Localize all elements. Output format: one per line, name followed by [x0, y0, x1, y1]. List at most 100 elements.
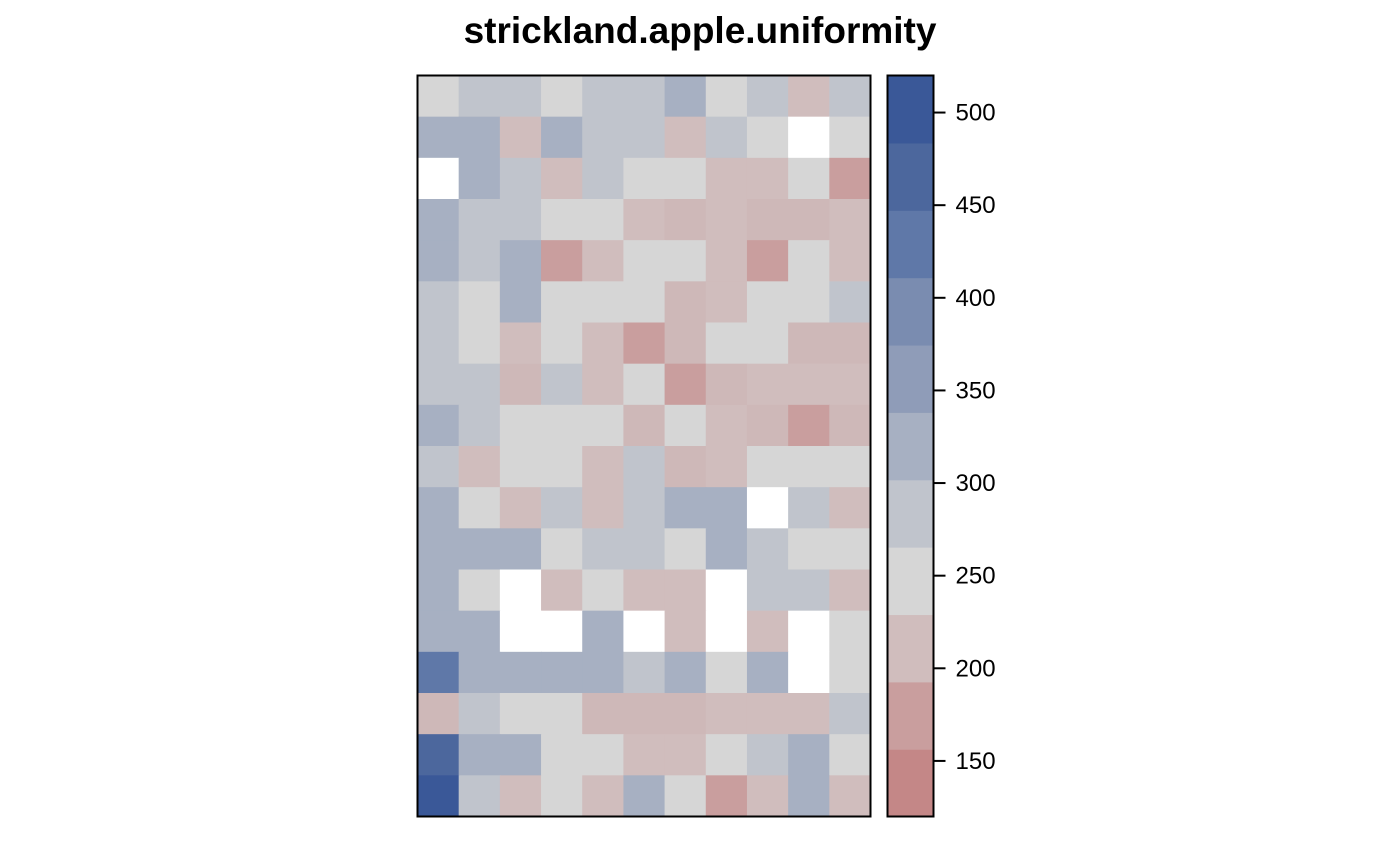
colorbar-tick-label: 250	[956, 563, 996, 590]
heatmap-cell	[541, 651, 583, 694]
heatmap-cell	[746, 281, 789, 324]
heatmap-cell	[664, 75, 707, 118]
heatmap-cell	[623, 281, 666, 324]
heatmap-cell	[746, 528, 789, 571]
heatmap-cell	[829, 446, 872, 488]
heatmap-cell	[541, 199, 583, 241]
heatmap-cell	[582, 528, 625, 571]
heatmap-cell	[458, 199, 501, 241]
heatmap-cell	[788, 199, 830, 241]
heatmap-cell	[705, 404, 748, 447]
heatmap-cell	[541, 569, 583, 612]
heatmap-cell	[788, 240, 830, 282]
heatmap-cell	[705, 610, 748, 653]
heatmap-cell	[788, 693, 830, 735]
heatmap-cell	[541, 322, 583, 365]
colorbar-segment	[887, 749, 934, 818]
heatmap-cell	[829, 199, 872, 241]
heatmap-cell	[458, 322, 501, 365]
heatmap-cell	[582, 199, 625, 241]
heatmap-cell	[788, 569, 830, 612]
heatmap-cell	[829, 281, 872, 324]
heatmap-cell	[829, 116, 872, 159]
heatmap-cell	[664, 157, 707, 200]
heatmap-cell	[582, 610, 625, 653]
heatmap-cell	[582, 281, 625, 324]
heatmap-cell	[746, 610, 789, 653]
heatmap-cells	[417, 75, 872, 818]
colorbar-frame	[886, 74, 935, 818]
heatmap-cell	[788, 775, 830, 818]
heatmap-cell	[417, 775, 460, 818]
heatmap-cell	[541, 610, 583, 653]
heatmap-cell	[582, 404, 625, 447]
heatmap-cell	[623, 775, 666, 818]
heatmap-cell	[623, 693, 666, 735]
heatmap-cell	[705, 240, 748, 282]
heatmap-cell	[417, 569, 460, 612]
heatmap-cell	[499, 116, 542, 159]
colorbar	[887, 75, 934, 818]
heatmap-cell	[582, 322, 625, 365]
heatmap-cell	[788, 157, 830, 200]
heatmap-cell	[746, 446, 789, 488]
heatmap-cell	[582, 775, 625, 818]
heatmap-cell	[705, 528, 748, 571]
colorbar-tick-label: 450	[956, 192, 996, 219]
heatmap-cell	[417, 157, 460, 200]
heatmap-cell	[664, 322, 707, 365]
heatmap-cell	[746, 569, 789, 612]
colorbar-tick-label: 150	[956, 748, 996, 775]
heatmap-cell	[623, 240, 666, 282]
heatmap-cell	[582, 734, 625, 776]
colorbar-segment	[887, 412, 934, 481]
heatmap-cell	[458, 157, 501, 200]
heatmap-cell	[499, 199, 542, 241]
heatmap-cell	[499, 240, 542, 282]
colorbar-tick-label: 400	[956, 285, 996, 312]
heatmap-cell	[746, 157, 789, 200]
heatmap-cell	[829, 569, 872, 612]
heatmap-cell	[623, 157, 666, 200]
heatmap-cell	[499, 734, 542, 776]
heatmap-cell	[623, 610, 666, 653]
colorbar-segment	[887, 277, 934, 346]
heatmap-cell	[541, 404, 583, 447]
heatmap-cell	[582, 487, 625, 529]
heatmap-cell	[829, 734, 872, 776]
heatmap-cell	[746, 322, 789, 365]
heatmap-cell	[499, 651, 542, 694]
heatmap-cell	[664, 734, 707, 776]
heatmap-cell	[788, 322, 830, 365]
heatmap-cell	[582, 75, 625, 118]
colorbar-ticks: 150 200 250 300 350 400 450 500	[933, 100, 996, 775]
heatmap-cell	[458, 446, 501, 488]
heatmap-frame	[416, 74, 872, 818]
heatmap-cell	[705, 569, 748, 612]
heatmap-cell	[417, 404, 460, 447]
heatmap-cell	[623, 75, 666, 118]
heatmap-cell	[705, 446, 748, 488]
heatmap-cell	[623, 446, 666, 488]
heatmap-cell	[458, 734, 501, 776]
heatmap-cell	[746, 240, 789, 282]
heatmap-cell	[705, 487, 748, 529]
heatmap-cell	[664, 610, 707, 653]
heatmap-cell	[788, 75, 830, 118]
heatmap-cell	[623, 569, 666, 612]
heatmap-cell	[417, 693, 460, 735]
heatmap-cell	[746, 775, 789, 818]
heatmap-cell	[417, 734, 460, 776]
heatmap-cell	[705, 75, 748, 118]
heatmap-cell	[664, 651, 707, 694]
heatmap-cell	[746, 734, 789, 776]
heatmap-cell	[417, 487, 460, 529]
heatmap-cell	[417, 610, 460, 653]
colorbar-segment	[887, 681, 934, 750]
heatmap-cell	[499, 487, 542, 529]
heatmap-cell	[582, 651, 625, 694]
heatmap-cell	[623, 651, 666, 694]
heatmap-cell	[541, 281, 583, 324]
heatmap-cell	[705, 693, 748, 735]
heatmap-cell	[788, 281, 830, 324]
